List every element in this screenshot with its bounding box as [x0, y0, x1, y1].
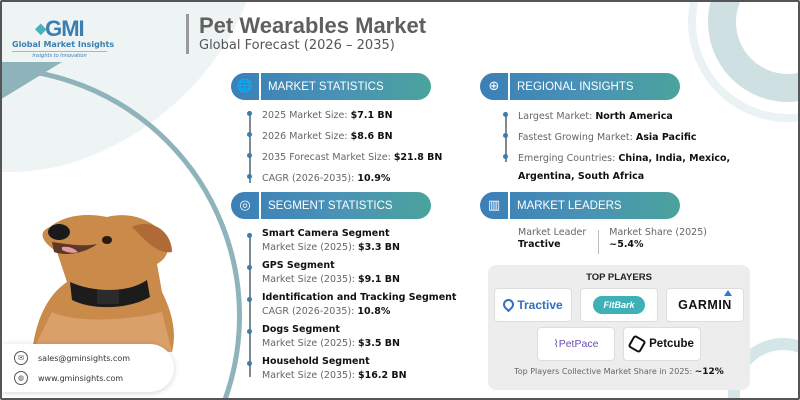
logo-mark: GMI: [45, 16, 85, 41]
location-pin-icon: [501, 296, 517, 313]
page-title: Pet Wearables Market: [199, 13, 427, 38]
market-statistics-heading: MARKET STATISTICS: [268, 80, 384, 93]
contact-card: ✉ sales@gminsights.com ◍ www.gminsights.…: [2, 344, 174, 392]
player-logo-garmin: GARMIN: [666, 288, 744, 322]
list-item: Largest Market: North America: [502, 106, 730, 127]
globe-chart-icon: 🌐: [231, 73, 261, 100]
globe-icon: ◍: [14, 371, 28, 385]
players-row: Tractive FitBark GARMIN: [488, 288, 750, 322]
market-statistics-header: 🌐 MARKET STATISTICS: [231, 73, 431, 100]
players-row: ⌇PetPace Petcube: [488, 327, 750, 361]
list-item: 2026 Market Size: $8.6 BN: [246, 126, 442, 147]
list-item: Dogs Segment Market Size (2025): $3.5 BN: [246, 323, 456, 351]
page-subtitle: Global Forecast (2026 – 2035): [199, 38, 395, 53]
segment-statistics-header: ◎ SEGMENT STATISTICS: [231, 192, 431, 219]
top-players-panel: TOP PLAYERS Tractive FitBark GARMIN ⌇Pet…: [488, 265, 750, 390]
segment-statistics-list: Smart Camera Segment Market Size (2025): …: [246, 227, 456, 383]
dog-with-collar-image: [32, 215, 174, 352]
market-leader: Market Leader Tractive: [518, 227, 587, 250]
market-leaders-header: ▥ MARKET LEADERS: [480, 192, 680, 219]
leaders-chart-icon: ▥: [480, 192, 510, 219]
logo-tagline: Insights to Innovation: [32, 53, 87, 59]
list-item: 2025 Market Size: $7.1 BN: [246, 105, 442, 126]
player-logo-fitbark: FitBark: [580, 288, 658, 322]
list-item: GPS Segment Market Size (2035): $9.1 BN: [246, 259, 456, 287]
players-collective-share: Top Players Collective Market Share in 2…: [514, 367, 724, 377]
player-logo-tractive: Tractive: [494, 288, 572, 322]
list-rail: [249, 233, 251, 377]
gmi-logo: ◆GMI Global Market Insights Insights to …: [12, 16, 114, 59]
market-share: Market Share (2025) ~5.4%: [609, 227, 707, 250]
list-item: Fastest Growing Market: Asia Pacific: [502, 127, 730, 148]
contact-email[interactable]: ✉ sales@gminsights.com: [14, 348, 174, 368]
market-leaders-heading: MARKET LEADERS: [517, 199, 622, 212]
regional-insights-header: ⊕ REGIONAL INSIGHTS: [480, 73, 680, 100]
garmin-triangle-icon: [723, 290, 732, 296]
player-logo-petpace: ⌇PetPace: [537, 327, 615, 361]
segment-statistics-heading: SEGMENT STATISTICS: [268, 199, 393, 212]
list-item: Identification and Tracking Segment CAGR …: [246, 291, 456, 319]
list-item: Emerging Countries: China, India, Mexico…: [502, 148, 730, 186]
market-statistics-list: 2025 Market Size: $7.1 BN 2026 Market Si…: [246, 105, 442, 189]
regional-insights-heading: REGIONAL INSIGHTS: [517, 80, 634, 93]
list-rail: [249, 111, 251, 183]
regional-insights-list: Largest Market: North America Fastest Gr…: [502, 106, 730, 186]
list-item: Smart Camera Segment Market Size (2025): …: [246, 227, 456, 255]
list-item: 2035 Forecast Market Size: $21.8 BN: [246, 147, 442, 168]
contact-website[interactable]: ◍ www.gminsights.com: [14, 368, 174, 388]
email-text[interactable]: sales@gminsights.com: [38, 353, 131, 363]
list-item: Household Segment Market Size (2035): $16…: [246, 355, 456, 383]
title-block: Pet Wearables Market Global Forecast (20…: [186, 14, 426, 54]
globe-icon: ⊕: [480, 73, 510, 100]
hexagon-icon: [627, 334, 647, 354]
top-players-heading: TOP PLAYERS: [586, 272, 652, 283]
logo-name: Global Market Insights: [12, 40, 114, 52]
heartbeat-icon: ⌇: [553, 338, 559, 350]
target-chart-icon: ◎: [231, 192, 261, 219]
email-icon: ✉: [14, 351, 28, 365]
list-item: CAGR (2026-2035): 10.9%: [246, 168, 442, 189]
divider: [598, 230, 600, 254]
market-leader-block: Market Leader Tractive Market Share (202…: [518, 227, 707, 254]
website-text[interactable]: www.gminsights.com: [38, 373, 124, 383]
logo-diamond-icon: ◆: [35, 20, 46, 36]
player-logo-petcube: Petcube: [623, 327, 701, 361]
